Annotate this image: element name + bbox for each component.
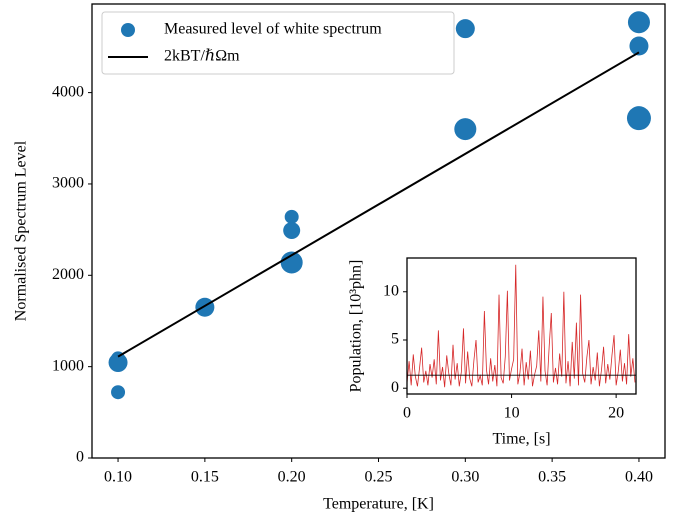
y-tick-label: 1000 [52, 357, 84, 374]
x-tick-label: 0.35 [538, 469, 566, 486]
data-point [629, 36, 649, 56]
data-point [284, 209, 299, 224]
data-point [627, 11, 650, 34]
data-point [455, 19, 475, 39]
legend-marker [121, 23, 135, 37]
y-tick-label: 4000 [52, 83, 84, 100]
plot-area [108, 11, 651, 400]
series-line [117, 51, 640, 358]
axes-frame [91, 3, 666, 459]
series-line [407, 264, 636, 388]
y-axis-label: Population, [10³phn] [348, 260, 365, 393]
x-axis-label: Temperature, [K] [323, 496, 434, 513]
x-tick-label: 0.15 [191, 469, 219, 486]
x-tick-label: 20 [608, 405, 624, 422]
data-point [626, 106, 651, 131]
data-point [108, 353, 128, 373]
y-tick-label: 5 [391, 331, 399, 348]
y-tick-label: 10 [383, 282, 399, 299]
y-tick-label: 2000 [52, 266, 84, 283]
y-tick-label: 3000 [52, 175, 84, 192]
x-tick-label: 0.25 [365, 469, 393, 486]
plot-area [407, 264, 636, 388]
y-axis-label: Normalised Spectrum Level [13, 140, 30, 321]
x-axis-label: Time, [s] [492, 431, 550, 448]
legend-box [101, 11, 455, 75]
data-point [195, 297, 215, 317]
data-point [280, 251, 303, 274]
x-tick-label: 0.40 [625, 469, 653, 486]
data-point [283, 222, 301, 240]
legend-label: 2kBT/ℏΩm [164, 48, 240, 65]
x-tick-label: 0 [403, 405, 411, 422]
legend-label: Measured level of white spectrum [164, 21, 382, 38]
data-point [454, 118, 477, 141]
data-point [111, 385, 126, 400]
y-tick-label: 0 [76, 449, 84, 466]
x-tick-label: 0.20 [278, 469, 306, 486]
y-tick-label: 0 [391, 379, 399, 396]
x-tick-label: 0.10 [104, 469, 132, 486]
x-tick-label: 10 [504, 405, 520, 422]
axes-frame [406, 257, 637, 395]
x-tick-label: 0.30 [451, 469, 479, 486]
axes-background [407, 258, 636, 394]
